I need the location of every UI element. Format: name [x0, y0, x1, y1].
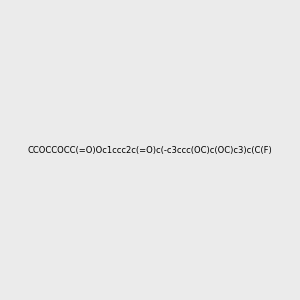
Text: CCOCCOCC(=O)Oc1ccc2c(=O)c(-c3ccc(OC)c(OC)c3)c(C(F): CCOCCOCC(=O)Oc1ccc2c(=O)c(-c3ccc(OC)c(OC… — [28, 146, 272, 154]
